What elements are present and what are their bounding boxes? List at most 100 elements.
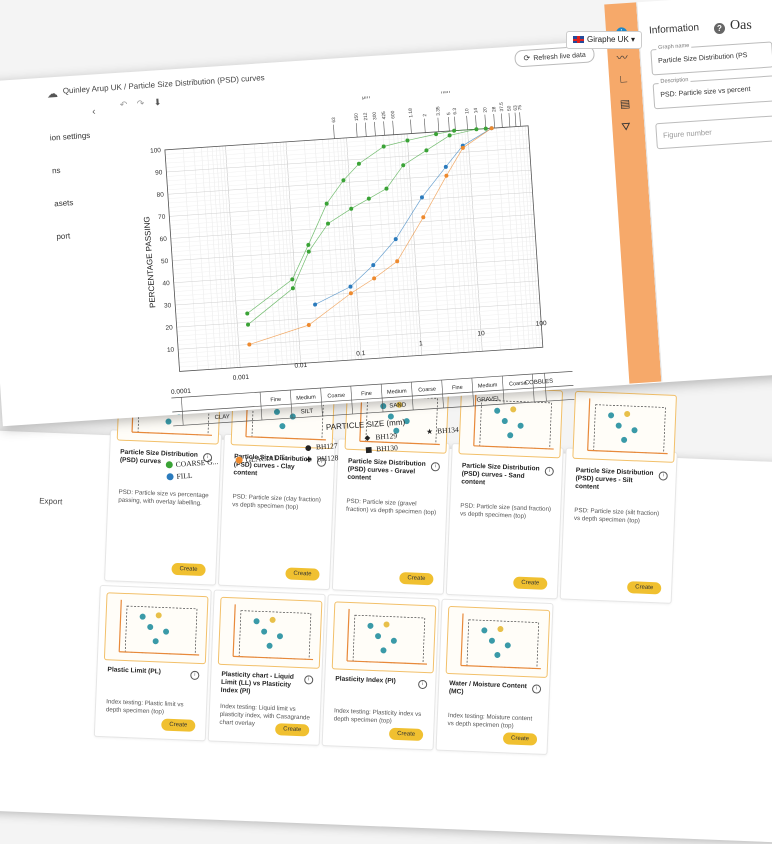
sidebar-item-datasets[interactable]: asets (53, 198, 74, 209)
data-point (349, 206, 354, 211)
breadcrumb[interactable]: Quinley Arup UK / Particle Size Distribu… (62, 73, 265, 96)
sieve-tick (466, 115, 468, 130)
help-icon[interactable]: ? (714, 23, 725, 34)
data-point (324, 201, 329, 206)
sieve-label: 10 (464, 108, 470, 114)
info-icon[interactable]: i (190, 670, 200, 680)
sieve-label: 2 (422, 113, 428, 116)
create-button[interactable]: Create (171, 562, 206, 577)
class-sub-band: Medium (296, 394, 316, 401)
redo-icon[interactable]: ↷ (136, 98, 145, 109)
thumb-dot (615, 422, 622, 429)
class-sub-band: Coarse (327, 392, 345, 399)
grid-line-y (175, 280, 539, 306)
unit-label-mm: mm (441, 89, 451, 96)
template-card[interactable]: Plastic Limit (PL) i Index testing: Plasti… (93, 584, 212, 742)
sieve-tick (508, 112, 511, 128)
grid-line-y (178, 333, 542, 359)
cross-icon: ✚ (305, 454, 313, 465)
description-field[interactable]: Description PSD: Particle size vs percen… (652, 75, 772, 110)
download-icon[interactable]: ⬇ (153, 97, 162, 108)
thumb-dot (507, 432, 514, 439)
grid-line-y (172, 240, 536, 266)
graph-name-field[interactable]: Graph name Particle Size Distribution (P… (650, 41, 772, 76)
template-card[interactable]: Particle Size Distribution (PSD) curves … (445, 386, 564, 600)
class-sub-band: Fine (270, 397, 281, 404)
grid-line-y (165, 134, 529, 160)
template-card[interactable]: Particle Size Distribution (PSD) curves … (331, 381, 450, 595)
grid-line-y (166, 147, 530, 173)
sieve-label: 600 (390, 110, 397, 119)
create-button[interactable]: Create (502, 732, 538, 746)
create-button[interactable]: Create (626, 581, 662, 595)
chevron-left-icon[interactable]: ‹ (91, 106, 96, 118)
cloud-icon[interactable]: ☁ (46, 87, 59, 101)
thumb-dot (261, 628, 268, 635)
grid-line-y (173, 258, 537, 284)
template-card[interactable]: Plasticity Index (PI) i Index testing: Pla… (321, 594, 440, 751)
legend-item[interactable]: FILL (166, 471, 193, 482)
sieve-tick (475, 115, 477, 130)
template-card[interactable]: Plasticity chart - Liquid Limit (LL) vs … (207, 589, 326, 746)
series-line (249, 127, 492, 345)
card-description: PSD: Particle size (gravel fraction) vs … (345, 497, 437, 517)
thumb-dot (152, 638, 159, 645)
card-thumbnail (445, 605, 551, 678)
sidebar-item-settings[interactable]: ion settings (49, 130, 91, 143)
description-value: PSD: Particle size vs percent (660, 85, 751, 99)
template-card[interactable]: Water / Moisture Content (MC) i Index test… (435, 598, 554, 756)
grid-line-y (174, 262, 538, 288)
card-description: PSD: Particle size vs percentage passing… (118, 488, 209, 507)
grid-line-y (174, 276, 539, 301)
create-button[interactable]: Create (388, 727, 424, 742)
series-line (314, 127, 492, 305)
figure-number-placeholder: Figure number (662, 127, 713, 140)
info-icon[interactable]: i (417, 679, 428, 690)
sidebar-item-export[interactable]: Export (39, 496, 63, 507)
class-sub-band: Fine (452, 385, 463, 392)
info-icon[interactable]: i (304, 675, 314, 685)
grid-line-y (176, 298, 540, 323)
comment-icon[interactable]: ▤ (619, 97, 631, 111)
legend-label: BH127 (315, 441, 338, 452)
create-button[interactable]: Create (513, 576, 548, 590)
thumb-dot (390, 637, 397, 644)
grid-line-y (168, 183, 532, 208)
y-tick-label: 80 (156, 191, 164, 198)
info-icon[interactable]: i (430, 462, 441, 472)
card-title: Particle Size Distribution (PSD) curves … (461, 462, 540, 487)
line-chart-icon[interactable]: 〰 (616, 52, 629, 65)
sieve-label: 63 (331, 117, 337, 123)
unit-label-um: µm (362, 94, 371, 101)
grid-line-y (177, 311, 541, 337)
axes-icon[interactable]: ∟ (617, 72, 630, 86)
data-point (443, 164, 448, 169)
info-icon[interactable]: i (544, 466, 554, 477)
undo-icon[interactable]: ↶ (119, 99, 128, 110)
create-button[interactable]: Create (161, 718, 196, 732)
create-button[interactable]: Create (274, 723, 310, 737)
info-icon[interactable]: i (658, 471, 668, 481)
grid-line-y (173, 253, 537, 279)
uk-flag-icon (573, 36, 584, 43)
sieve-label: 37.5 (499, 102, 506, 112)
create-button[interactable]: Create (285, 567, 320, 581)
language-select[interactable]: Giraphe UK ▾ (566, 31, 643, 49)
create-button[interactable]: Create (399, 571, 434, 586)
figure-number-field[interactable]: Figure number (655, 115, 772, 150)
template-card[interactable]: Particle Size Distribution (PSD) curves … (559, 390, 678, 604)
thumb-dot (403, 418, 410, 425)
thumb-dot (266, 642, 273, 649)
thumb-frame (238, 610, 312, 660)
sidebar-item-export[interactable]: port (56, 231, 71, 242)
filter-icon[interactable]: ⛛ (621, 120, 632, 134)
class-divider (380, 384, 384, 413)
card-thumbnail (331, 601, 437, 674)
data-point (452, 128, 457, 133)
sidebar-item-layers[interactable]: ns (51, 165, 61, 176)
class-divider (471, 378, 475, 407)
grid-line-y (166, 152, 530, 177)
legend-swatch (165, 461, 174, 469)
sieve-label: 1.18 (408, 108, 415, 118)
info-icon[interactable]: i (531, 684, 542, 694)
